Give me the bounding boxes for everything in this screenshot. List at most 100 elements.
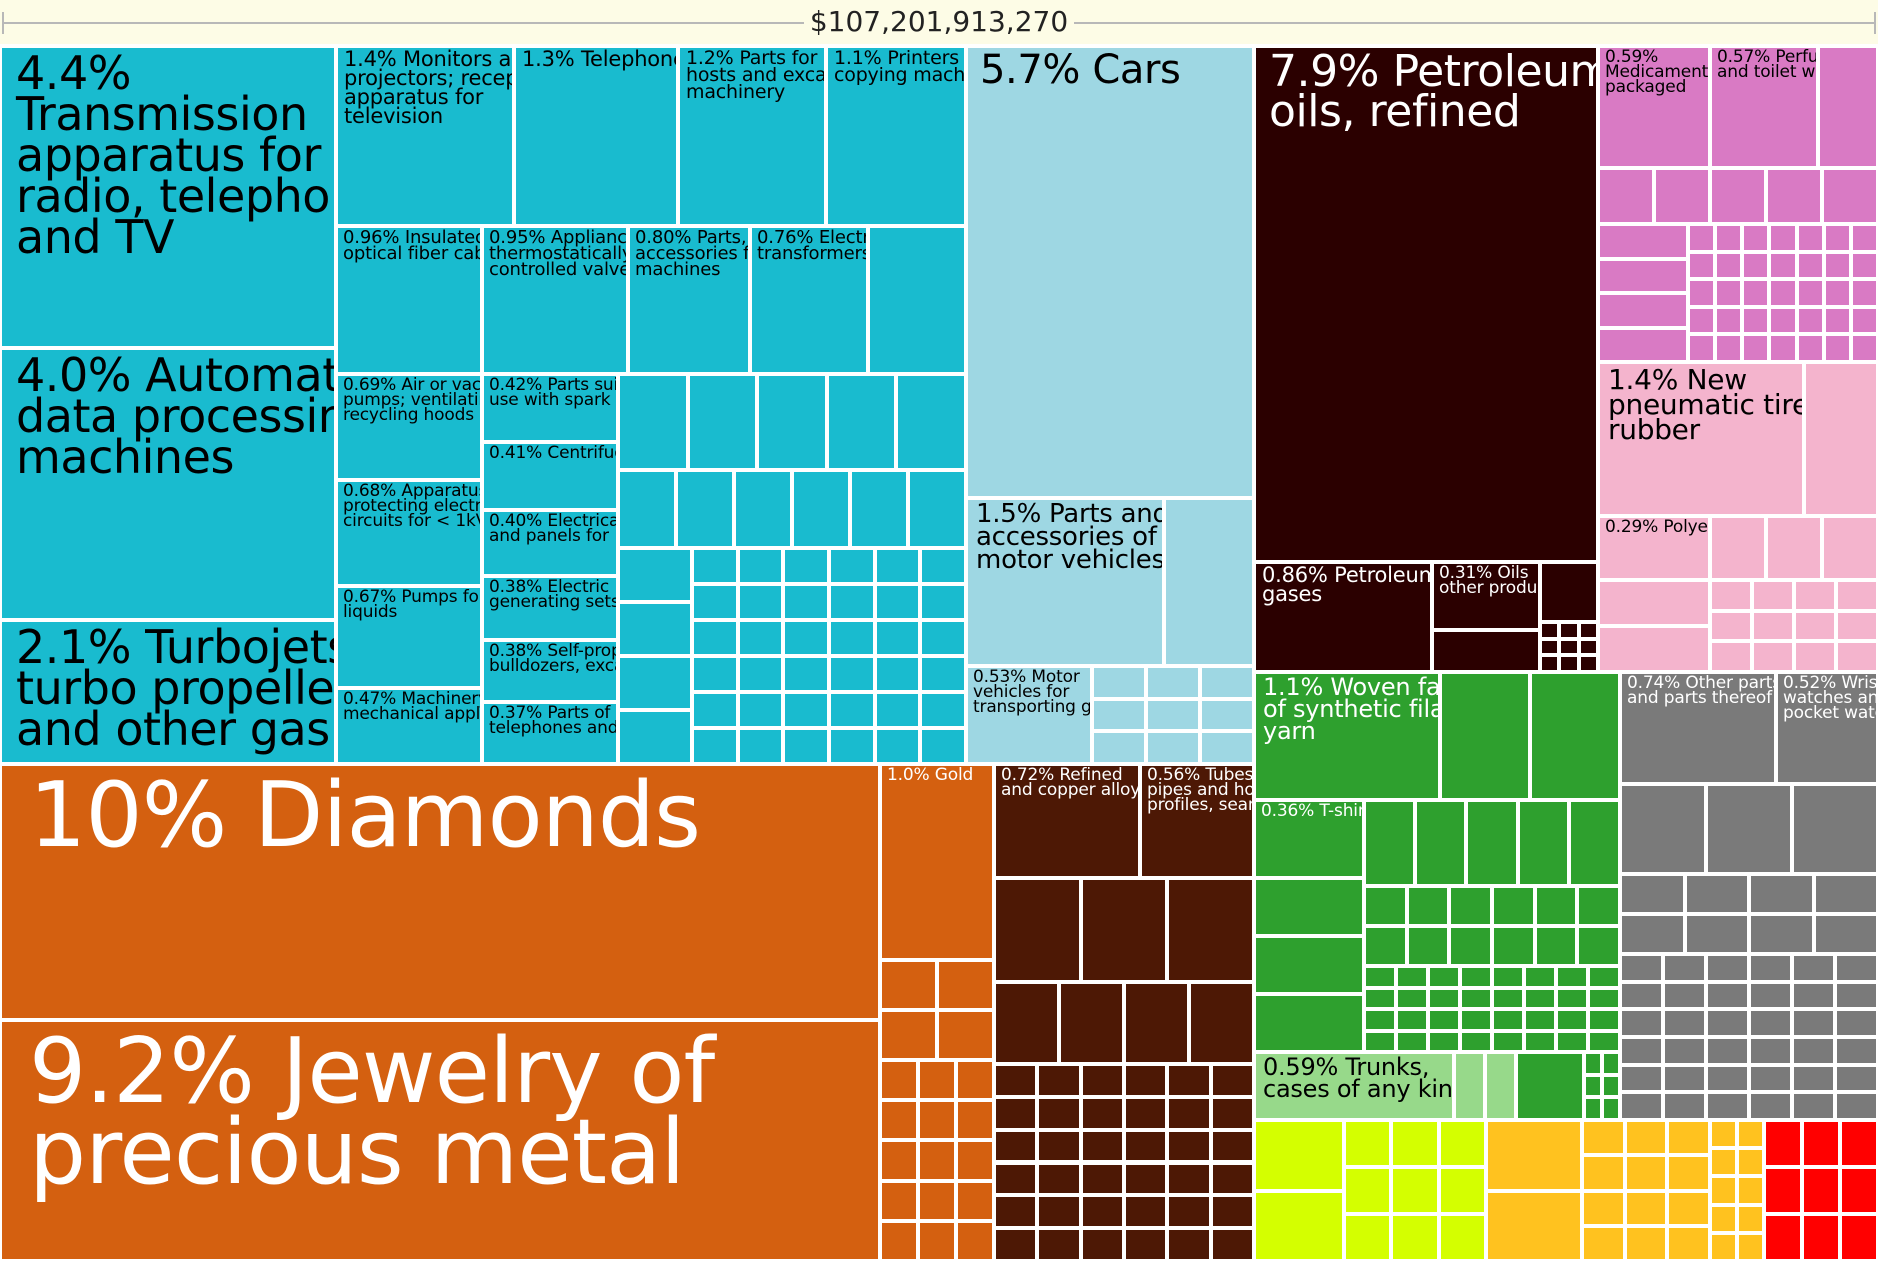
treemap-cell-chemicals bbox=[1796, 334, 1824, 362]
treemap-cell-textiles bbox=[1530, 672, 1620, 800]
treemap-cell-misc-amber bbox=[1624, 1155, 1668, 1191]
treemap-cell-chemicals bbox=[1769, 334, 1797, 362]
treemap-cell-label: 7.9% Petroleum oils, refined bbox=[1269, 46, 1598, 137]
treemap-cell-chemicals bbox=[1796, 306, 1824, 335]
treemap-cell-metals bbox=[1210, 1064, 1254, 1097]
treemap-cell-chemicals bbox=[1769, 251, 1797, 280]
treemap-cell-chemicals bbox=[1598, 258, 1688, 293]
treemap-cell-precious-stones-metals: 9.2% Jewelry of precious metal bbox=[0, 1020, 880, 1261]
treemap-cell-machinery bbox=[618, 548, 692, 602]
treemap-cell-textiles bbox=[1449, 886, 1492, 926]
treemap-cell-machinery bbox=[737, 584, 784, 620]
treemap-cell-machinery bbox=[676, 470, 734, 548]
treemap-cell-animal-hides bbox=[1485, 1052, 1516, 1120]
treemap-cell-textiles bbox=[1524, 987, 1556, 1009]
treemap-cell-machinery bbox=[874, 728, 921, 764]
treemap-cell-misc-amber bbox=[1667, 1190, 1710, 1226]
treemap-cell-precious-stones-metals bbox=[880, 1010, 937, 1060]
treemap-cell-metals bbox=[1059, 982, 1124, 1064]
treemap-cell-machinery bbox=[692, 548, 738, 584]
treemap-cell-instruments bbox=[1792, 784, 1878, 874]
treemap-cell-textiles bbox=[1254, 878, 1364, 936]
treemap-cell-misc-yellow-green bbox=[1254, 1120, 1344, 1191]
treemap-cell-instruments bbox=[1620, 1037, 1663, 1065]
treemap-cell-metals bbox=[1210, 1162, 1254, 1196]
treemap-cell-textiles bbox=[1577, 886, 1620, 926]
treemap-cell-metals bbox=[1124, 1129, 1168, 1163]
treemap-cell-machinery bbox=[734, 470, 792, 548]
treemap-cell-textiles bbox=[1602, 1052, 1620, 1075]
treemap-cell-metals bbox=[1124, 982, 1189, 1064]
treemap-cell-mineral-products bbox=[1540, 655, 1560, 672]
treemap-cell-instruments bbox=[1835, 954, 1878, 982]
treemap-cell-metals bbox=[1189, 982, 1254, 1064]
treemap-cell-transportation bbox=[1200, 666, 1254, 699]
treemap-cell-label: 0.53% Motor vehicles for transporting go… bbox=[973, 667, 1092, 717]
treemap-cell-chemicals bbox=[1823, 224, 1851, 252]
treemap-cell-label: 1.0% Gold bbox=[887, 765, 974, 785]
treemap-cell-plastics-rubber bbox=[1794, 641, 1836, 672]
treemap-cell-machinery bbox=[792, 470, 850, 548]
treemap-cell-textiles bbox=[1460, 966, 1492, 988]
treemap-cell-label: 1.3% Telephones bbox=[522, 47, 676, 71]
treemap-cell-textiles bbox=[1428, 987, 1460, 1009]
treemap-cell-textiles bbox=[1556, 987, 1588, 1009]
treemap-cell-instruments bbox=[1706, 954, 1749, 982]
treemap-cell-instruments bbox=[1620, 874, 1685, 914]
treemap-cell-label: 0.96% Insulated optical fiber cables bbox=[343, 227, 482, 264]
treemap-cell-mineral-products bbox=[1540, 562, 1598, 622]
treemap-cell-machinery bbox=[783, 728, 829, 764]
treemap-cell-machinery: 0.76% Electric transformers bbox=[750, 226, 868, 374]
treemap-cell-label: 0.67% Pumps for liquids bbox=[343, 587, 480, 622]
treemap-cell-precious-stones-metals bbox=[937, 1010, 994, 1060]
treemap-cell-machinery bbox=[829, 584, 875, 620]
treemap-cell-machinery: 1.2% Parts for hosts and excavating mach… bbox=[678, 46, 826, 226]
treemap-cell-label: 0.29% Polyethylene bbox=[1605, 517, 1710, 537]
treemap-cell-instruments bbox=[1813, 914, 1878, 954]
treemap-cell-instruments bbox=[1749, 1092, 1792, 1120]
treemap-cell-textiles bbox=[1492, 926, 1535, 966]
treemap-cell-label: 1.1% Woven fabrics of synthetic filament… bbox=[1263, 673, 1440, 745]
treemap-cell-metals bbox=[1080, 1228, 1124, 1261]
treemap-cell-machinery: 2.1% Turbojets, turbo propellers and oth… bbox=[0, 620, 336, 764]
treemap-cell-instruments bbox=[1620, 914, 1685, 954]
treemap-cell-machinery: 0.80% Parts, accessories for machines bbox=[628, 226, 750, 374]
treemap-cell-metals bbox=[1124, 1228, 1168, 1261]
treemap-cell-textiles bbox=[1534, 886, 1578, 926]
treemap-cell-machinery: 1.4% Monitors and projectors; reception … bbox=[336, 46, 514, 226]
treemap-cell-misc-amber bbox=[1737, 1204, 1764, 1233]
treemap-cell-textiles bbox=[1396, 1009, 1428, 1031]
treemap-cell-instruments bbox=[1749, 1064, 1792, 1093]
treemap-cell-label: 0.76% Electric transformers bbox=[757, 227, 868, 264]
treemap-cell-machinery bbox=[829, 728, 875, 764]
treemap-cell-animal-hides bbox=[1454, 1052, 1485, 1120]
treemap-cell-mineral-products bbox=[1432, 630, 1540, 672]
treemap-cell-metals bbox=[994, 1195, 1038, 1229]
treemap-cell-machinery bbox=[829, 620, 875, 656]
treemap-cell-textiles bbox=[1460, 987, 1492, 1009]
treemap-cell-machinery bbox=[874, 620, 921, 656]
treemap-cell-textiles bbox=[1396, 966, 1428, 988]
treemap-cell-machinery bbox=[618, 602, 692, 656]
treemap-cell-mineral-products: 0.86% Petroleum gases bbox=[1254, 562, 1432, 672]
treemap-cell-precious-stones-metals: 1.0% Gold bbox=[880, 764, 994, 960]
treemap-cell-machinery: 1.3% Telephones bbox=[514, 46, 678, 226]
treemap-cell-metals bbox=[1080, 1064, 1124, 1097]
treemap-cell-metals bbox=[1037, 1064, 1081, 1097]
treemap-cell-machinery: 0.37% Parts of telephones and bbox=[482, 702, 618, 764]
ruler-right-tick bbox=[1874, 12, 1876, 34]
treemap-cell-textiles bbox=[1568, 800, 1620, 886]
treemap-cell-textiles bbox=[1466, 800, 1518, 886]
treemap-cell-chemicals bbox=[1742, 224, 1770, 252]
treemap-cell-mineral-products: 7.9% Petroleum oils, refined bbox=[1254, 46, 1598, 562]
treemap-cell-misc-red bbox=[1764, 1214, 1802, 1261]
treemap-cell-textiles bbox=[1406, 926, 1450, 966]
treemap-cell-instruments bbox=[1663, 1064, 1706, 1093]
treemap-cell-chemicals bbox=[1850, 306, 1878, 335]
treemap-cell-machinery bbox=[920, 656, 966, 692]
treemap-cell-label: 9.2% Jewelry of precious metal bbox=[29, 1020, 715, 1205]
treemap-cell-precious-stones-metals bbox=[918, 1100, 956, 1141]
treemap-cell-transportation bbox=[1146, 666, 1200, 699]
treemap-cell-label: 0.38% Self-propelled bulldozers, excavat… bbox=[489, 641, 616, 676]
